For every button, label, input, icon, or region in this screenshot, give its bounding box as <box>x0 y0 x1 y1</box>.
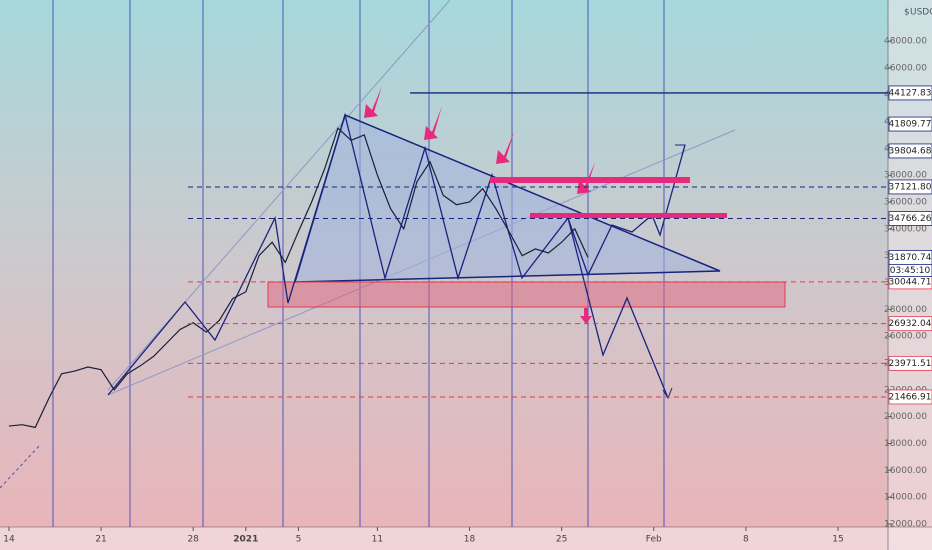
y-tick-label: 14000.00 <box>884 493 927 503</box>
x-tick-label: 8 <box>743 535 749 545</box>
y-tick-label: 34000.00 <box>884 224 927 234</box>
x-tick-label: 18 <box>464 535 476 545</box>
arrow-head <box>662 387 673 400</box>
y-tick-label: 18000.00 <box>884 439 927 449</box>
trend-line <box>107 0 451 391</box>
price-level-tag <box>888 143 932 159</box>
price-level-label: 31870.74 <box>889 253 932 263</box>
price-level-tag <box>888 211 932 226</box>
price-level-tag <box>888 355 932 371</box>
y-tick-label: 36000.00 <box>884 197 927 207</box>
drawings <box>0 0 786 489</box>
x-tick-label: 5 <box>296 535 302 545</box>
y-tick-label: 38000.00 <box>884 171 927 181</box>
y-tick-label: 26000.00 <box>884 332 927 342</box>
price-level-tag <box>888 389 932 405</box>
price-level-label: 34766.26 <box>889 214 932 224</box>
x-tick-label: 2021 <box>233 535 258 545</box>
x-tick-label: 21 <box>95 535 106 545</box>
y-tick-label: 46000.00 <box>884 63 927 73</box>
price-level-label: 39804.68 <box>889 146 932 156</box>
x-tick-label: 11 <box>372 535 383 545</box>
x-tick-label: 15 <box>832 535 843 545</box>
x-tick-label: 25 <box>556 535 567 545</box>
price-level-label: 30044.71 <box>889 277 932 287</box>
price-level-tag <box>888 85 932 101</box>
price-level-label: 37121.80 <box>889 182 932 192</box>
y-tick-label: 12000.00 <box>884 519 927 529</box>
price-level-label: 21466.91 <box>889 392 932 402</box>
support-zone <box>267 281 786 308</box>
y-tick-label: 28000.00 <box>884 305 927 315</box>
x-tick-label: Feb <box>646 535 662 545</box>
price-line <box>8 127 589 429</box>
price-level-label: 23971.51 <box>889 359 932 369</box>
countdown: 03:45:10 <box>890 266 931 276</box>
arrow-head <box>675 144 686 156</box>
y-tick-label: 20000.00 <box>884 412 927 422</box>
x-tick-label: 28 <box>187 535 199 545</box>
trend-line <box>0 444 41 489</box>
zigzag-bull <box>107 112 686 396</box>
axis-label: USDC <box>910 8 932 18</box>
y-tick-label: 16000.00 <box>884 466 927 476</box>
x-tick-label: 14 <box>3 535 15 545</box>
resistance-bar <box>490 177 690 183</box>
axis-currency-icon: $ <box>904 8 910 18</box>
price-level-label: 44127.83 <box>889 88 932 98</box>
resistance-bar <box>530 213 727 218</box>
price-level-tag <box>888 116 932 132</box>
time-axis-area <box>0 527 932 550</box>
price-level-label: 41809.77 <box>889 120 932 130</box>
zigzag-bear <box>567 217 669 399</box>
price-level-tag <box>888 179 932 195</box>
countdown-tag <box>888 263 932 277</box>
price-level-tag <box>888 316 932 332</box>
price-level-label: 26932.04 <box>889 319 932 329</box>
pink-arrows <box>364 86 595 324</box>
y-tick-label: 48000.00 <box>884 36 927 46</box>
